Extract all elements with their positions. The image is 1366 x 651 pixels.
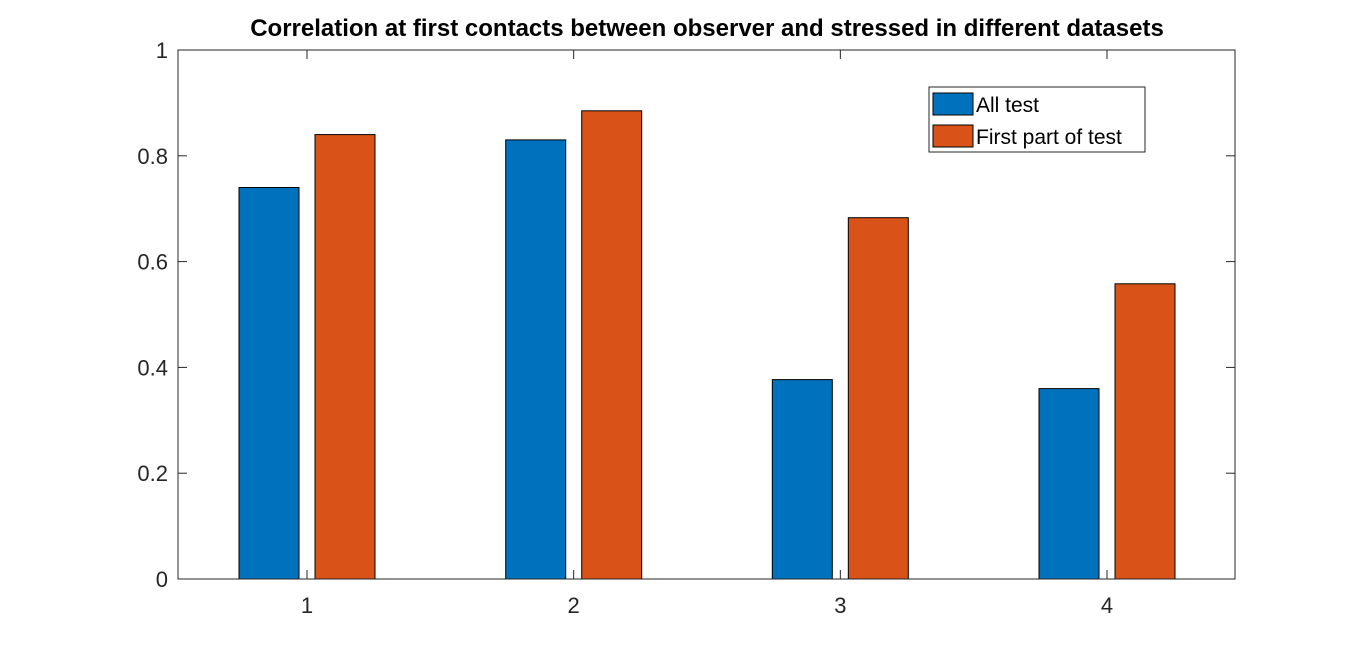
legend-swatch bbox=[932, 124, 974, 148]
bars-layer bbox=[238, 110, 1176, 580]
tick-labels-layer: 0 0.2 0.4 0.6 0.8 1 1 2 3 4 bbox=[137, 38, 1113, 618]
x-tick-label: 3 bbox=[834, 593, 846, 618]
bar-all-test-2 bbox=[505, 139, 567, 580]
y-tick-label: 0.6 bbox=[137, 250, 168, 275]
ticks-layer bbox=[178, 49, 1235, 580]
legend-swatch bbox=[932, 92, 974, 116]
y-tick-label: 0.4 bbox=[137, 355, 168, 380]
bar-first-part-4 bbox=[1114, 283, 1176, 580]
x-tick-label: 4 bbox=[1101, 593, 1113, 618]
plot-area-frame bbox=[177, 49, 1236, 580]
y-tick-label: 0.2 bbox=[137, 461, 168, 486]
legend: All test First part of test bbox=[928, 86, 1146, 153]
x-tick-label: 2 bbox=[568, 593, 580, 618]
bar-all-test-1 bbox=[238, 187, 300, 580]
bar-all-test-4 bbox=[1038, 388, 1100, 580]
chart-title: Correlation at first contacts between ob… bbox=[250, 15, 1164, 42]
bar-first-part-3 bbox=[847, 217, 909, 580]
x-tick-label: 1 bbox=[301, 593, 313, 618]
bar-first-part-1 bbox=[314, 134, 376, 580]
legend-label: First part of test bbox=[976, 126, 1122, 149]
y-tick-label: 0.8 bbox=[137, 144, 168, 169]
y-tick-label: 1 bbox=[156, 38, 168, 63]
bar-first-part-2 bbox=[581, 110, 643, 580]
legend-label: All test bbox=[976, 94, 1039, 117]
bar-all-test-3 bbox=[771, 379, 833, 580]
y-tick-label: 0 bbox=[156, 567, 168, 592]
